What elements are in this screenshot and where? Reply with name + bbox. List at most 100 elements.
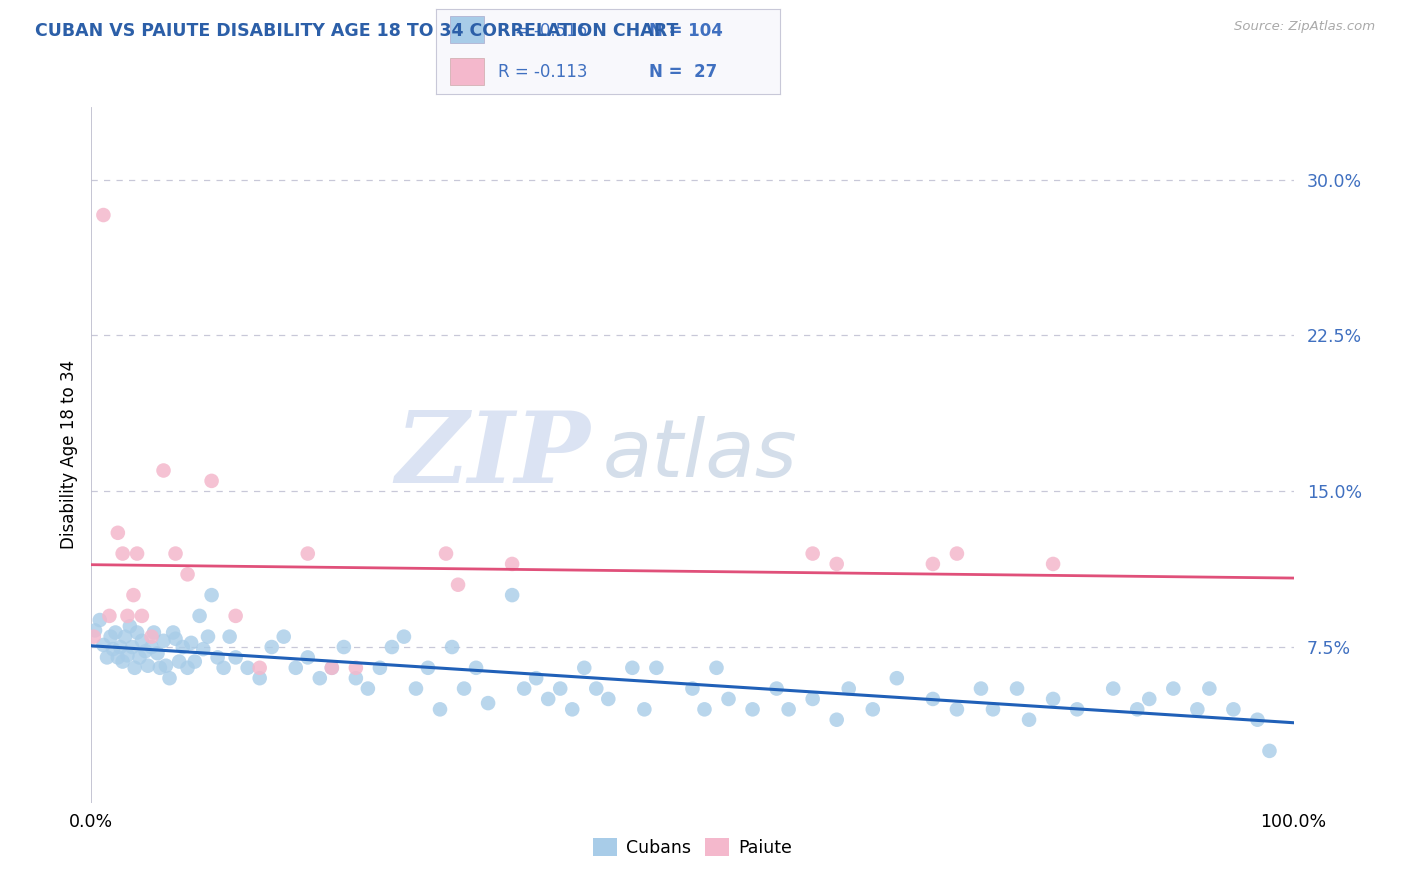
Point (1198, 681, 1220, 696)
Point (862, 702, 884, 716)
Point (633, 702, 655, 716)
Y-axis label: Disability Age 18 to 34: Disability Age 18 to 34 (59, 360, 77, 549)
Point (152, 633, 174, 648)
Point (741, 702, 763, 716)
Point (297, 650, 319, 665)
Point (825, 557, 848, 571)
Point (159, 671, 181, 685)
Point (98, 608, 121, 623)
Point (1161, 681, 1184, 696)
Point (114, 630, 136, 644)
Point (136, 658, 159, 673)
Point (1018, 713, 1040, 727)
Point (218, 630, 240, 644)
Point (537, 692, 560, 706)
Point (134, 644, 156, 658)
Point (357, 681, 380, 696)
Point (110, 640, 132, 654)
Point (180, 636, 202, 650)
Point (201, 588, 224, 602)
Point (693, 702, 716, 716)
Point (453, 681, 475, 696)
Point (501, 588, 523, 602)
Point (249, 661, 271, 675)
Point (284, 661, 307, 675)
Point (131, 633, 153, 648)
Point (706, 661, 728, 675)
Point (172, 640, 194, 654)
Point (84, 624, 107, 638)
Point (1005, 681, 1028, 696)
Point (922, 692, 945, 706)
Point (142, 625, 165, 640)
Point (107, 525, 129, 540)
Point (946, 702, 969, 716)
Point (886, 671, 908, 685)
Point (970, 681, 993, 696)
Point (1246, 713, 1268, 727)
Point (344, 661, 367, 675)
Point (225, 650, 247, 665)
Point (392, 630, 415, 644)
Point (141, 630, 163, 644)
Point (321, 661, 343, 675)
Point (801, 547, 824, 561)
Point (165, 547, 187, 561)
Point (922, 557, 945, 571)
Point (128, 650, 150, 665)
Point (778, 702, 800, 716)
Point (381, 640, 404, 654)
Point (501, 557, 523, 571)
Point (447, 578, 470, 592)
Point (321, 661, 343, 675)
Point (1137, 692, 1160, 706)
Text: atlas: atlas (602, 416, 797, 494)
Point (1258, 744, 1281, 758)
Point (193, 642, 215, 657)
Point (117, 648, 139, 663)
Point (574, 661, 596, 675)
Point (645, 661, 668, 675)
Point (111, 655, 134, 669)
Point (155, 658, 177, 673)
Point (681, 681, 703, 696)
Point (96, 650, 118, 665)
Point (1066, 702, 1088, 716)
Point (524, 671, 547, 685)
FancyBboxPatch shape (450, 16, 484, 43)
Point (260, 640, 283, 654)
Point (122, 588, 145, 602)
Point (125, 625, 148, 640)
Point (333, 640, 356, 654)
Point (981, 702, 1004, 716)
Point (146, 646, 169, 660)
Point (440, 640, 463, 654)
Point (131, 608, 153, 623)
Point (1187, 702, 1209, 716)
Text: ZIP: ZIP (395, 407, 591, 503)
Point (83, 630, 105, 644)
Text: N = 104: N = 104 (650, 22, 723, 40)
Point (513, 681, 536, 696)
Point (416, 661, 439, 675)
Point (1042, 557, 1064, 571)
Point (165, 632, 187, 646)
Point (101, 642, 124, 657)
Point (125, 547, 148, 561)
Legend: Cubans, Paiute: Cubans, Paiute (586, 831, 799, 863)
Point (184, 655, 207, 669)
Point (598, 692, 620, 706)
Point (107, 650, 129, 665)
Point (93, 638, 115, 652)
Point (1102, 681, 1125, 696)
Point (111, 547, 134, 561)
Point (368, 661, 391, 675)
Point (207, 650, 229, 665)
FancyBboxPatch shape (450, 58, 484, 85)
Point (162, 625, 184, 640)
Point (308, 671, 330, 685)
Point (104, 625, 127, 640)
Point (188, 608, 211, 623)
Point (117, 608, 139, 623)
Point (344, 671, 367, 685)
